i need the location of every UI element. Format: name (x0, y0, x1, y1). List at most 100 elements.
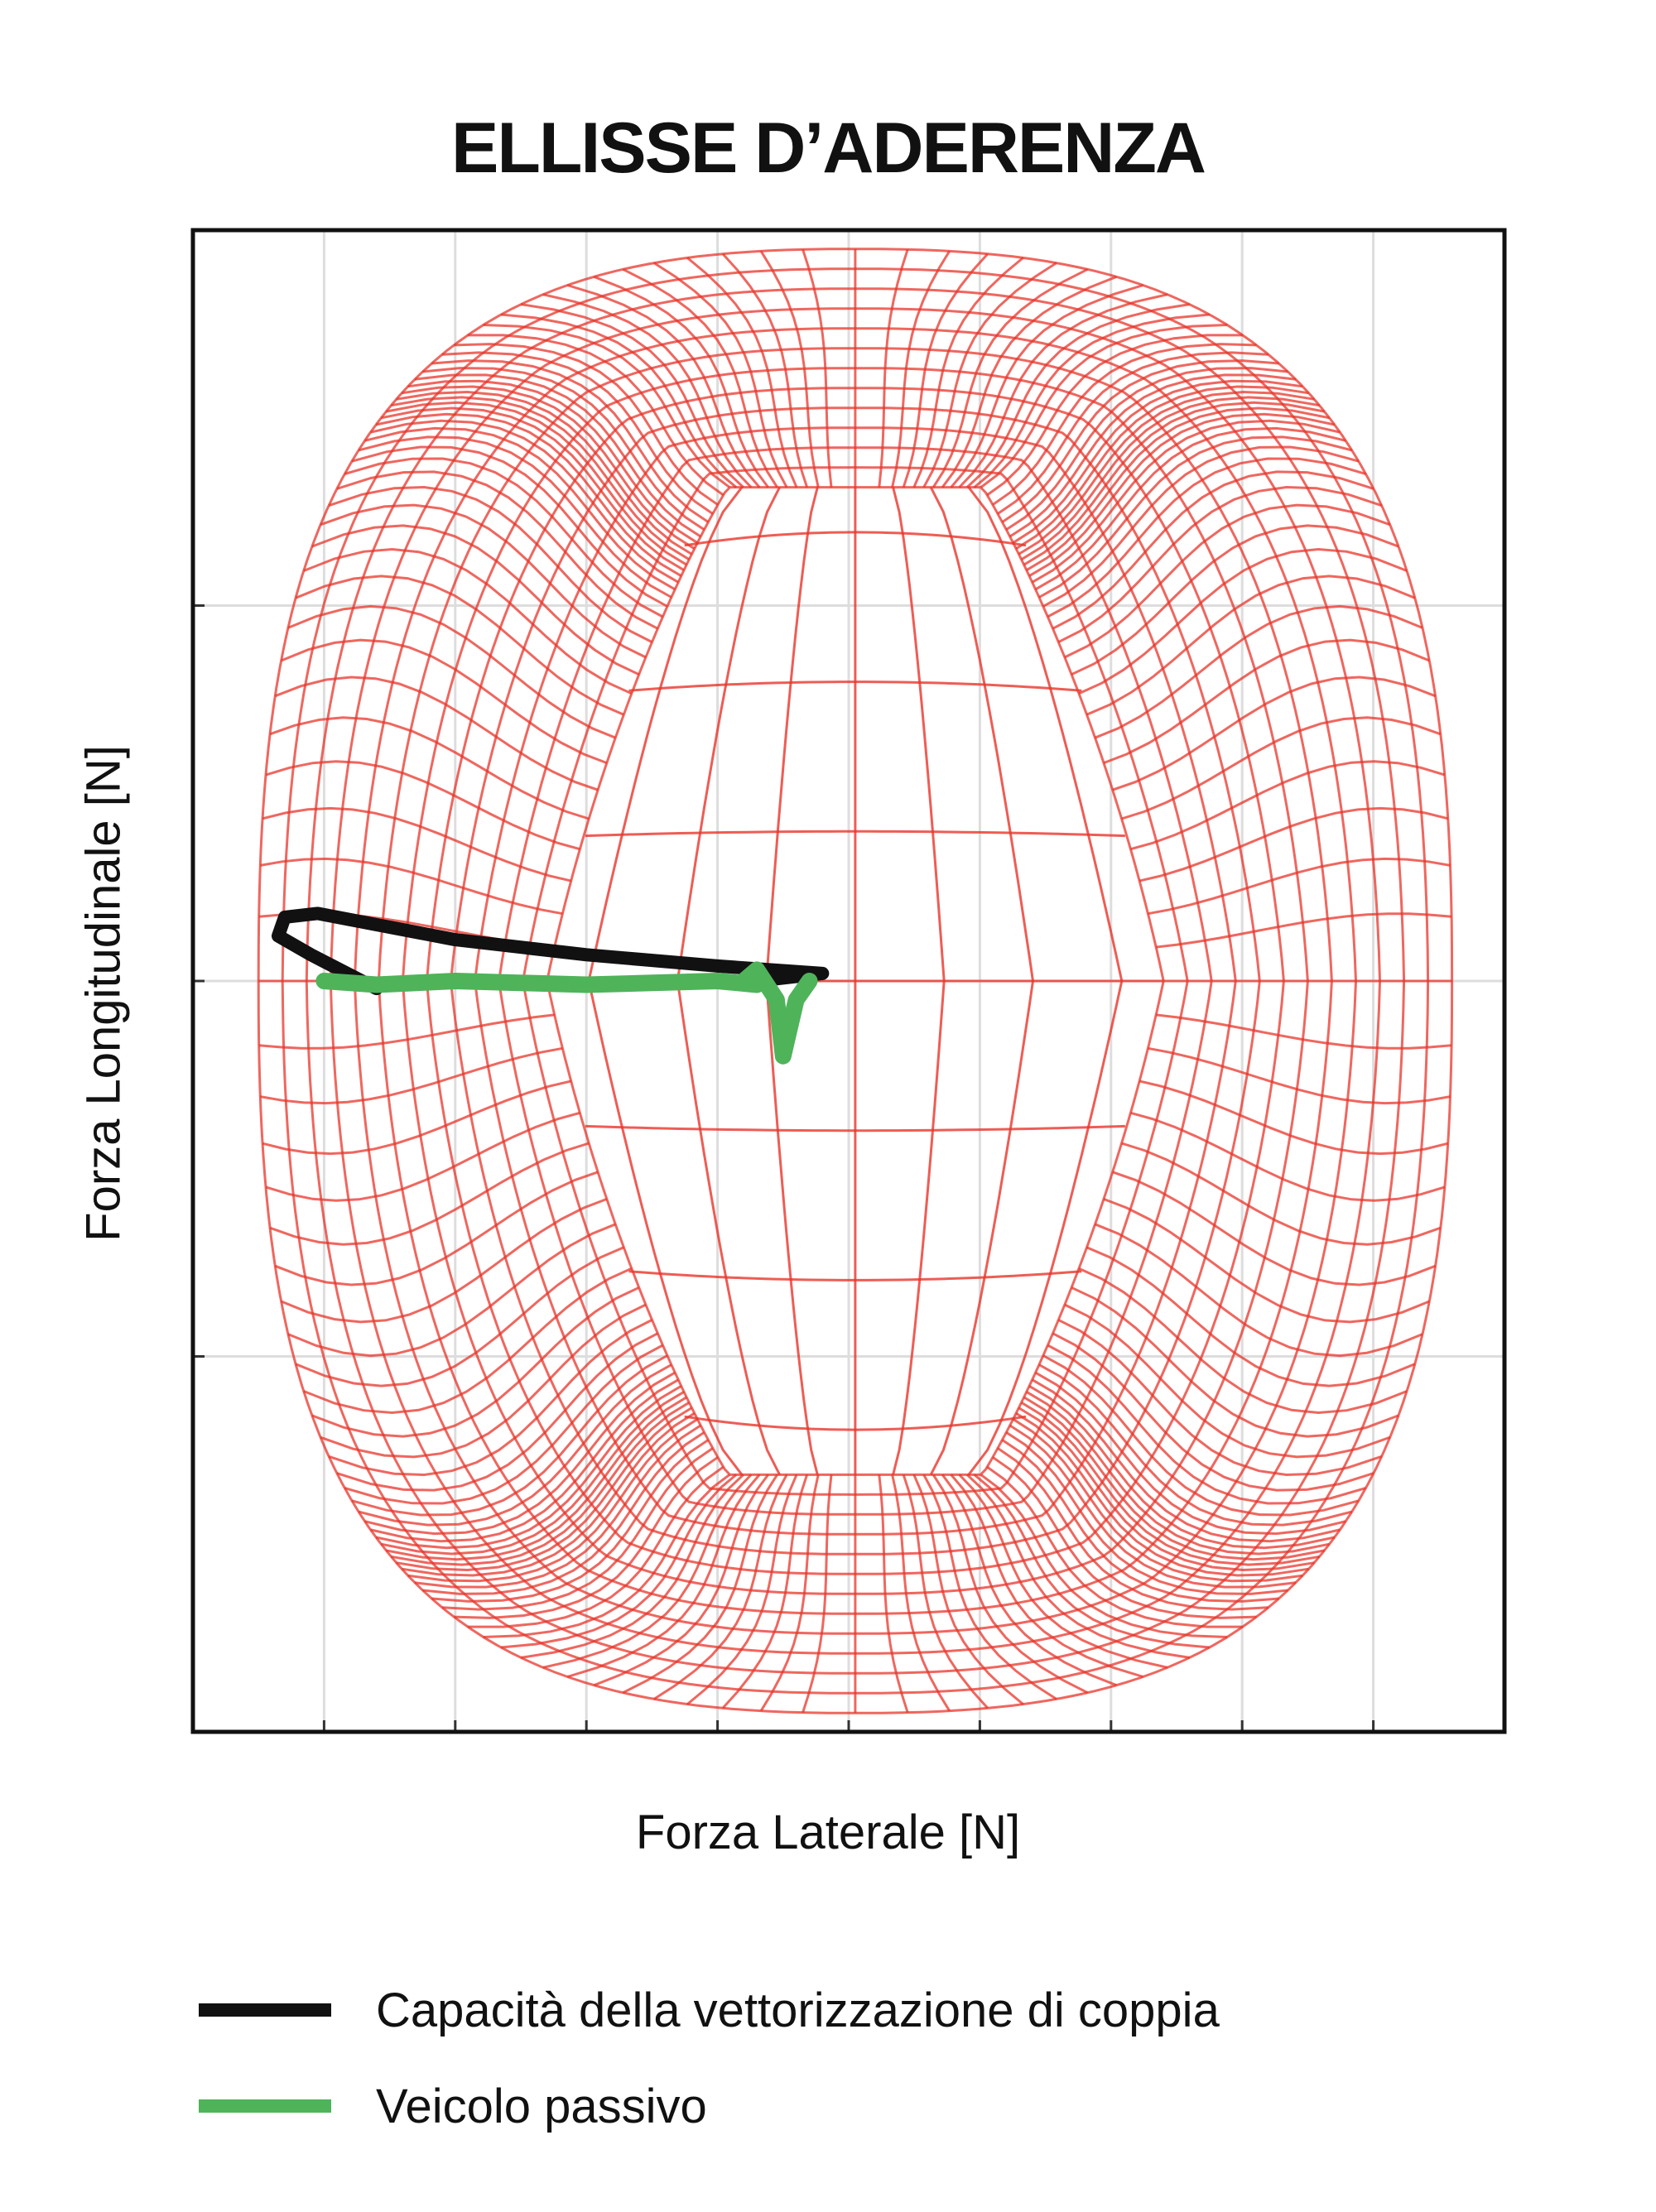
envelope-spoke (1112, 1171, 1437, 1286)
envelope-spoke (483, 1474, 730, 1638)
envelope-inner-parallel (684, 1415, 1027, 1431)
envelope-spoke (269, 716, 590, 820)
envelope-spoke (500, 1474, 738, 1649)
envelope-spoke (1047, 457, 1367, 618)
envelope-spoke (396, 390, 693, 555)
envelope-spoke (1001, 1439, 1279, 1603)
envelope-spoke (295, 1246, 624, 1387)
envelope-spoke (1121, 716, 1442, 820)
envelope-spoke (1094, 1223, 1423, 1358)
envelope-spoke (1005, 367, 1288, 531)
chart-title: ELLISSE D’ADERENZA (450, 108, 1206, 188)
envelope-spoke (1020, 1401, 1320, 1566)
envelope-spoke (542, 293, 753, 488)
envelope-spoke (303, 1267, 633, 1415)
envelope-spoke (1023, 1396, 1325, 1561)
envelope-spoke (391, 1401, 691, 1566)
envelope-spoke (1026, 406, 1330, 571)
envelope-spoke (902, 252, 989, 488)
envelope-spoke (431, 359, 710, 523)
envelope-spoke (1130, 760, 1446, 851)
envelope-spoke (1031, 1378, 1341, 1543)
envelope-spoke (375, 1385, 682, 1550)
envelope-spoke (402, 385, 696, 551)
envelope-spoke (997, 351, 1269, 515)
envelope-spoke (986, 1465, 1243, 1628)
envelope-spoke (1103, 638, 1430, 765)
envelope-spoke (1103, 1197, 1430, 1324)
envelope-spoke (1156, 912, 1452, 949)
envelope-spoke (759, 250, 820, 488)
envelope-spoke (364, 1371, 676, 1536)
envelope-spoke (721, 1474, 809, 1709)
y-axis-label: Forza Longitudinale [N] (76, 745, 131, 1242)
envelope-spoke (802, 248, 833, 488)
envelope-spoke (566, 1474, 761, 1678)
envelope-spoke (980, 324, 1228, 488)
envelope-spoke (454, 1456, 719, 1619)
envelope-spoke (878, 248, 909, 488)
envelope-spoke (328, 485, 653, 643)
envelope-spoke (973, 1474, 1210, 1649)
envelope-spoke (1018, 1407, 1315, 1572)
envelope-inner-parallel (585, 830, 1125, 838)
envelope-spoke (1057, 485, 1383, 643)
envelope-spoke (922, 262, 1057, 488)
envelope-spoke (396, 1407, 693, 1572)
envelope-spoke (281, 638, 608, 765)
envelope-spoke (407, 379, 699, 544)
envelope-spoke (1031, 419, 1341, 584)
envelope-spoke (281, 1197, 608, 1324)
envelope-spoke (287, 1223, 616, 1358)
envelope-spoke (1009, 1424, 1297, 1589)
envelope-spoke (1156, 1013, 1452, 1050)
envelope-spoke (686, 1474, 798, 1705)
envelope-spoke (311, 1286, 640, 1438)
envelope-spoke (262, 806, 572, 882)
envelope-spoke (287, 604, 616, 739)
envelope-spoke (441, 351, 714, 515)
envelope-spoke (912, 1474, 1024, 1705)
envelope-spoke (1026, 1391, 1330, 1556)
envelope-spoke (414, 1424, 702, 1589)
envelope-spoke (1130, 1111, 1446, 1202)
envelope-spoke (454, 343, 719, 506)
envelope-spoke (622, 267, 778, 488)
envelope-spoke (1071, 1286, 1399, 1438)
envelope-spoke (265, 760, 580, 851)
envelope-spoke (1020, 396, 1320, 561)
envelope-spoke (1138, 1080, 1449, 1156)
envelope-spoke (759, 1474, 820, 1712)
envelope-spoke (891, 250, 951, 488)
envelope-spoke (1052, 1332, 1374, 1492)
envelope-spoke (950, 284, 1144, 488)
envelope-spoke (414, 373, 702, 538)
envelope-spoke (932, 1474, 1089, 1695)
envelope-spoke (500, 313, 738, 488)
envelope-spoke (351, 1354, 668, 1517)
envelope-spoke (1057, 1319, 1383, 1477)
envelope-spoke (941, 275, 1117, 488)
envelope-spoke (950, 1474, 1144, 1678)
envelope-spoke (1064, 503, 1391, 659)
envelope-spoke (274, 1171, 599, 1286)
envelope-spoke (958, 293, 1168, 488)
envelope-spoke (891, 1474, 951, 1712)
envelope-spoke (260, 1046, 563, 1105)
envelope-spoke (1012, 379, 1303, 544)
envelope-spoke (1015, 385, 1309, 551)
envelope-spoke (932, 267, 1089, 488)
envelope-spoke (370, 1378, 679, 1543)
envelope-spoke (721, 252, 809, 488)
legend-label: Capacità della vettorizzazione di coppia (376, 1983, 1220, 2037)
envelope-spoke (407, 1418, 699, 1583)
envelope-spoke (941, 1474, 1117, 1687)
envelope-spoke (370, 419, 679, 584)
envelope-spoke (422, 367, 705, 531)
envelope-spoke (381, 406, 685, 571)
envelope-spoke (467, 334, 724, 497)
envelope-inner-parallel (628, 680, 1082, 692)
envelope-spoke (386, 1396, 687, 1561)
envelope-spoke (653, 1474, 788, 1700)
envelope-spoke (303, 547, 633, 695)
